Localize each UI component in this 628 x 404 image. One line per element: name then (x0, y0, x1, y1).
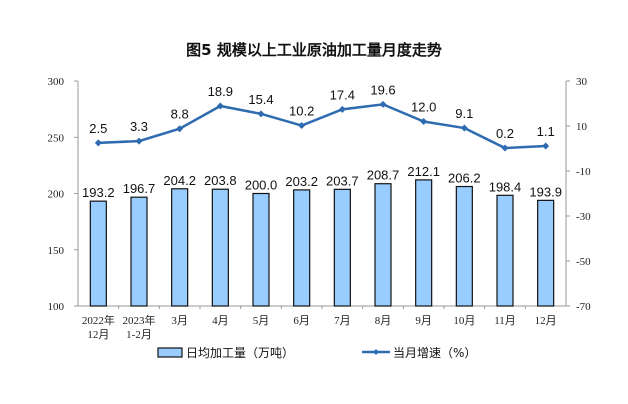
y-right-tick-label: -10 (576, 166, 591, 178)
x-tick-label: 10月 (453, 315, 475, 327)
line-point (501, 144, 509, 152)
y-left-tick-label: 150 (48, 245, 65, 257)
x-tick-label: 2023年 (123, 313, 156, 327)
line-point (379, 100, 387, 108)
line-point (460, 124, 468, 132)
line-point (257, 110, 265, 118)
bar-label: 206.2 (448, 171, 481, 186)
x-tick-label: 9月 (415, 315, 432, 327)
line-label: 15.4 (248, 92, 273, 107)
y-left-tick-label: 200 (48, 189, 65, 201)
x-tick-label: 8月 (375, 315, 392, 327)
y-right-tick-label: -50 (576, 256, 591, 268)
bar-label: 208.7 (367, 168, 400, 183)
bar (89, 200, 107, 307)
y-left-tick-label: 100 (48, 301, 65, 313)
line-label: 10.2 (289, 104, 314, 119)
line-label: 3.3 (130, 119, 148, 134)
line-point (542, 142, 550, 150)
bar-label: 203.8 (204, 173, 237, 188)
line-label: 12.0 (411, 100, 436, 115)
x-tick-label: 4月 (212, 315, 229, 327)
bar (252, 192, 270, 307)
line-label: 2.5 (89, 121, 107, 136)
line-label: 17.4 (330, 87, 355, 102)
bar-label: 196.7 (123, 181, 156, 196)
legend-line-label: 当月增速（%） (393, 346, 476, 360)
line-label: 0.2 (496, 126, 514, 141)
bar (496, 194, 514, 307)
bar (211, 188, 229, 307)
x-tick-label: 11月 (494, 315, 516, 327)
x-tick-label: 12月 (87, 329, 109, 341)
line-point (176, 125, 184, 133)
bar-label: 200.0 (245, 178, 278, 193)
y-left-tick-label: 300 (48, 76, 65, 88)
line-point (135, 137, 143, 145)
y-right-tick-label: -30 (576, 211, 591, 223)
line-label: 1.1 (537, 124, 555, 139)
bar (293, 189, 311, 307)
bar (415, 179, 433, 307)
x-tick-label: 5月 (253, 315, 270, 327)
line-point (338, 105, 346, 113)
y-right-tick-label: 30 (576, 76, 588, 88)
bar-label: 193.9 (529, 184, 562, 199)
bar-label: 203.7 (326, 173, 359, 188)
y-right-tick-label: 10 (576, 121, 588, 133)
x-tick-label: 12月 (535, 315, 557, 327)
legend-line-marker (373, 349, 379, 355)
x-tick-label: 7月 (334, 315, 351, 327)
y-left-tick-label: 250 (48, 132, 65, 144)
line-point (94, 139, 102, 147)
chart-title: 图5 规模以上工业原油加工量月度走势 (186, 41, 442, 59)
bar (171, 188, 189, 307)
line-label: 19.6 (370, 82, 395, 97)
line-point (216, 102, 224, 110)
bar-label: 203.2 (285, 174, 318, 189)
bar (537, 199, 555, 307)
line-point (420, 118, 428, 125)
line-label: 9.1 (455, 106, 473, 121)
bar-label: 198.4 (489, 179, 522, 194)
line-label: 8.8 (171, 107, 189, 122)
bar (333, 188, 351, 307)
bar-label: 204.2 (163, 173, 196, 188)
bar (455, 185, 473, 307)
line-point (298, 122, 306, 130)
bar-label: 193.2 (82, 185, 115, 200)
x-tick-label: 1-2月 (126, 329, 152, 341)
x-tick-label: 3月 (171, 315, 188, 327)
growth-line (98, 103, 546, 150)
x-tick-label: 6月 (293, 315, 310, 327)
legend-bar-label: 日均加工量（万吨） (186, 346, 294, 360)
bar (130, 196, 148, 307)
bar-label: 212.1 (407, 164, 440, 179)
line-label: 18.9 (208, 84, 233, 99)
bar (374, 183, 392, 307)
x-tick-label: 2022年 (82, 313, 115, 327)
legend-bar-swatch (157, 347, 183, 358)
y-right-tick-label: -70 (576, 301, 591, 313)
